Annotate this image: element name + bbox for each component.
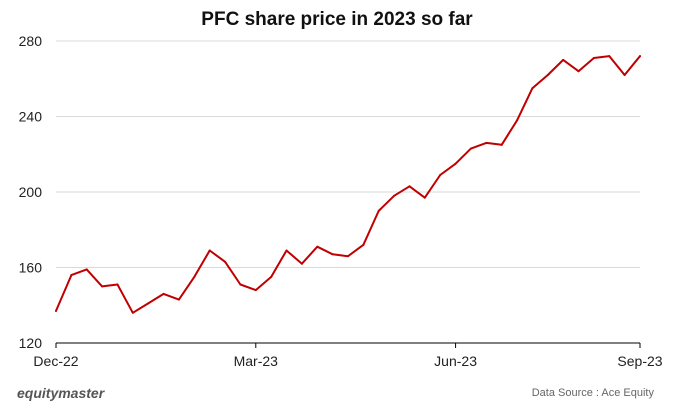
data-point [147,302,150,305]
data-point [408,185,411,188]
data-point [270,275,273,278]
data-point [485,141,488,144]
data-point [162,292,165,295]
data-point [131,311,134,314]
data-point [454,162,457,165]
data-point [300,262,303,265]
brand-logo: equitymaster [17,385,106,401]
data-point [85,268,88,271]
y-tick-label: 160 [19,260,43,276]
data-point [347,255,349,258]
data-point [285,249,288,252]
x-tick-label: Mar-23 [234,353,279,369]
data-point [439,174,442,177]
data-point [639,55,641,58]
data-point [208,249,211,252]
data-point [331,253,334,256]
gridlines [56,40,640,268]
data-source: Data Source : Ace Equity [532,387,655,399]
data-point [592,56,595,59]
y-tick-label: 280 [19,33,43,49]
data-point [377,209,380,212]
data-point [546,73,549,76]
data-point [393,194,396,197]
data-point [193,275,196,278]
data-point [562,58,565,61]
data-point [116,283,119,286]
data-point [55,309,57,312]
data-point [101,285,104,288]
data-point [224,260,227,263]
data-point [362,243,365,246]
data-point [254,289,257,292]
x-tick-label: Sep-23 [617,353,662,369]
data-point [500,143,503,146]
data-point [608,55,611,58]
data-point [423,196,426,199]
chart-title: PFC share price in 2023 so far [201,9,473,30]
data-point [316,245,319,248]
data-point [623,73,626,76]
y-tick-label: 240 [19,109,43,125]
data-point [70,274,73,277]
data-point [531,87,534,90]
y-tick-label: 200 [19,184,43,200]
y-tick-label: 120 [19,335,43,351]
price-line [55,55,641,314]
data-point [177,298,180,301]
series-layer [55,55,641,314]
data-point [239,283,242,286]
data-point [516,119,519,122]
data-point [577,70,580,73]
data-point [469,147,472,150]
x-tick-label: Jun-23 [434,353,477,369]
axes: 120 160 200 240 280 Dec-22 Mar-23 Jun-23 Sep-23 [19,33,663,369]
x-tick-label: Dec-22 [33,353,78,369]
